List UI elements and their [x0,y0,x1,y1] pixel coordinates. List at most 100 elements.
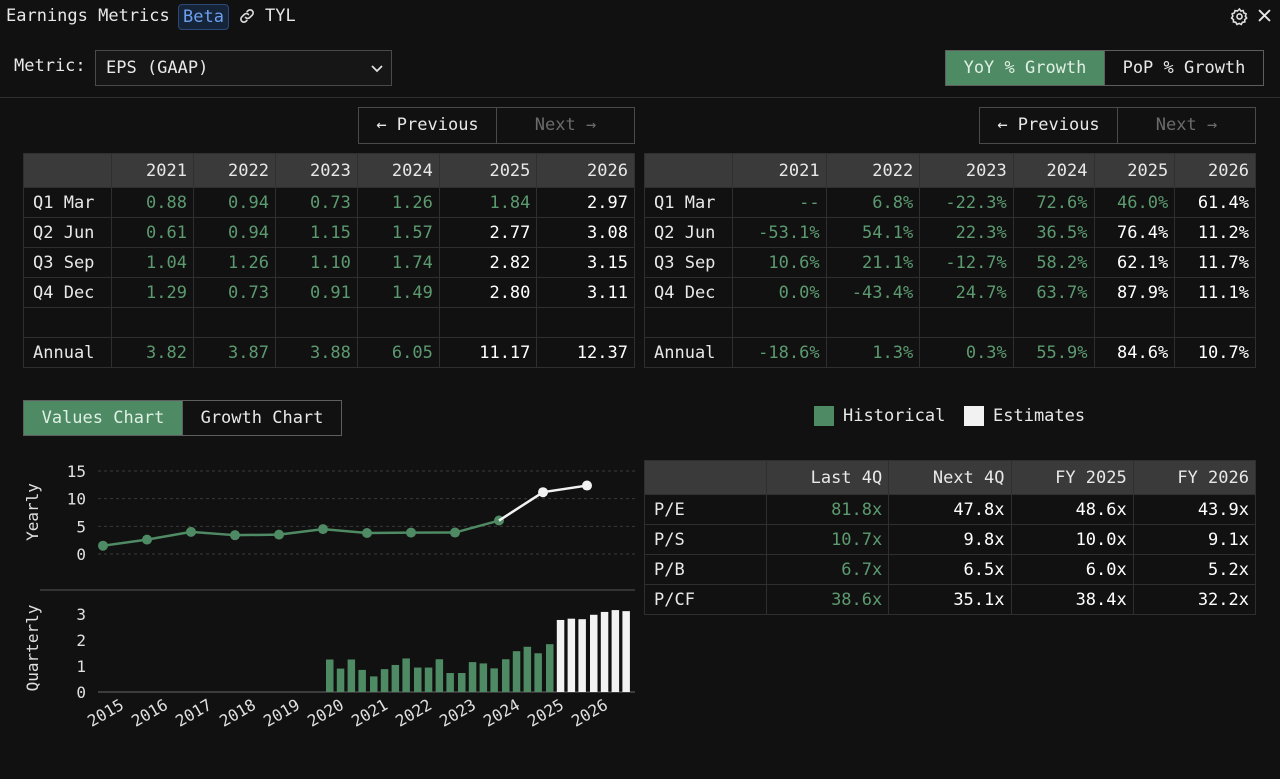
values-table: 2021 2022 2023 2024 2025 2026 Q1 Mar 0.88 0.94 0… [23,153,635,368]
values-table-col-header [23,153,112,188]
historical-bar [523,646,532,692]
valuation-table-row: P/S 10.7x 9.8x 10.0x 9.1x [644,524,1257,555]
divider [0,97,1280,98]
growth-table-col-header: 2024 [1012,153,1095,188]
values-table-cell: 2.82 [438,247,538,278]
values-table-row-label [23,307,112,338]
valuation-table-cell: 6.7x [765,554,890,585]
growth-table-cell [919,307,1014,338]
values-table-cell [274,307,358,338]
values-chart-button[interactable]: Values Chart [23,400,183,436]
values-table-cell: 1.26 [192,247,276,278]
values-table-cell: 1.57 [356,217,440,248]
window-title: Earnings Metrics [6,6,170,26]
historical-bar [458,673,466,692]
yearly-tick-label: 0 [76,545,86,564]
valuation-table-cell: 6.0x [1010,554,1134,585]
valuation-table-col-header: Next 4Q [888,460,1012,495]
growth-table-cell: 87.9% [1093,277,1176,308]
growth-table-col-header [644,153,733,188]
growth-table: 2021 2022 2023 2024 2025 2026 Q1 Mar -- 6.8% -22… [644,153,1256,368]
values-previous-button[interactable]: ← Previous [358,107,497,144]
growth-table-cell: 11.1% [1174,277,1256,308]
link-icon[interactable] [238,7,256,25]
quarterly-axis-label: Quarterly [23,604,42,691]
close-icon[interactable] [1256,7,1273,24]
growth-table-cell: 11.2% [1174,217,1256,248]
estimate-point [538,487,548,498]
valuation-table-col-header [644,460,767,495]
valuation-table-row: P/CF 38.6x 35.1x 38.4x 32.2x [644,584,1257,615]
historical-bar [446,673,454,692]
growth-chart-button[interactable]: Growth Chart [182,400,342,436]
growth-table-cell: 72.6% [1012,187,1095,218]
yearly-tick-label: 10 [67,490,86,509]
values-next-button[interactable]: Next → [496,107,635,144]
values-table-row-label: Q1 Mar [23,187,112,218]
quarterly-tick-label: 3 [76,605,86,624]
growth-table-row: Q4 Dec 0.0% -43.4% 24.7% 63.7% 87.9% 11.1% [644,277,1256,308]
growth-table-cell: 11.7% [1174,247,1256,278]
x-tick-label: 2023 [436,695,479,731]
estimate-bar [622,611,630,692]
growth-table-row [644,307,1256,338]
metric-select[interactable]: EPS (GAAP) [95,50,392,86]
valuation-table-cell: 38.4x [1010,584,1134,615]
historical-bar [347,659,356,692]
values-table-cell [111,307,194,338]
historical-point [406,527,416,538]
valuation-table-cell: 38.6x [765,584,890,615]
growth-table-cell: 84.6% [1093,337,1176,368]
values-table-cell: 0.73 [192,277,276,308]
growth-table-cell: 58.2% [1012,247,1095,278]
historical-legend-swatch [814,406,834,426]
historical-point [450,527,460,538]
growth-table-cell [1174,307,1256,338]
valuation-table-cell: 9.8x [888,524,1012,555]
values-table-cell: 1.04 [111,247,194,278]
estimates-legend-label: Estimates [993,406,1086,426]
valuation-table-row-label: P/B [644,554,767,585]
gear-icon[interactable] [1230,7,1249,26]
x-tick-label: 2020 [304,695,347,731]
yearly-tick-label: 5 [76,517,86,536]
historical-point [98,540,108,551]
values-table-col-header: 2026 [536,153,635,188]
values-table-cell: 0.88 [111,187,194,218]
valuation-table-header: Last 4Q Next 4Q FY 2025 FY 2026 [644,460,1257,495]
historical-point [362,527,372,538]
valuation-table-cell: 9.1x [1132,524,1257,555]
values-table-cell: 1.29 [111,277,194,308]
values-table-cell: 1.10 [274,247,358,278]
historical-bar [512,651,521,692]
valuation-table-cell: 43.9x [1132,494,1257,525]
growth-table-cell: -43.4% [825,277,921,308]
valuation-table-cell: 10.7x [765,524,890,555]
historical-bar [502,659,510,692]
valuation-table-cell: 48.6x [1010,494,1134,525]
values-table-cell: 3.87 [192,337,276,368]
pop-growth-button[interactable]: PoP % Growth [1104,50,1264,86]
growth-table-col-header: 2023 [919,153,1014,188]
growth-table-cell [732,307,827,338]
yoy-growth-button[interactable]: YoY % Growth [945,50,1105,86]
values-table-row: Q3 Sep 1.04 1.26 1.10 1.74 2.82 3.15 [23,247,635,278]
values-table-row: Q4 Dec 1.29 0.73 0.91 1.49 2.80 3.11 [23,277,635,308]
growth-table-cell: 10.6% [732,247,827,278]
valuation-table-row-label: P/E [644,494,767,525]
x-tick-label: 2025 [524,695,567,731]
growth-table-cell: 22.3% [919,217,1014,248]
valuation-table-cell: 5.2x [1132,554,1257,585]
historical-point [274,529,284,540]
historical-bar [414,667,422,692]
growth-previous-button[interactable]: ← Previous [979,107,1118,144]
growth-next-button[interactable]: Next → [1117,107,1256,144]
values-table-cell [438,307,538,338]
growth-table-cell: 6.8% [825,187,921,218]
estimate-bar [567,618,576,692]
growth-table-row-label [644,307,733,338]
valuation-table-col-header: FY 2026 [1132,460,1257,495]
quarterly-tick-label: 0 [76,683,86,702]
values-table-cell: 0.91 [274,277,358,308]
